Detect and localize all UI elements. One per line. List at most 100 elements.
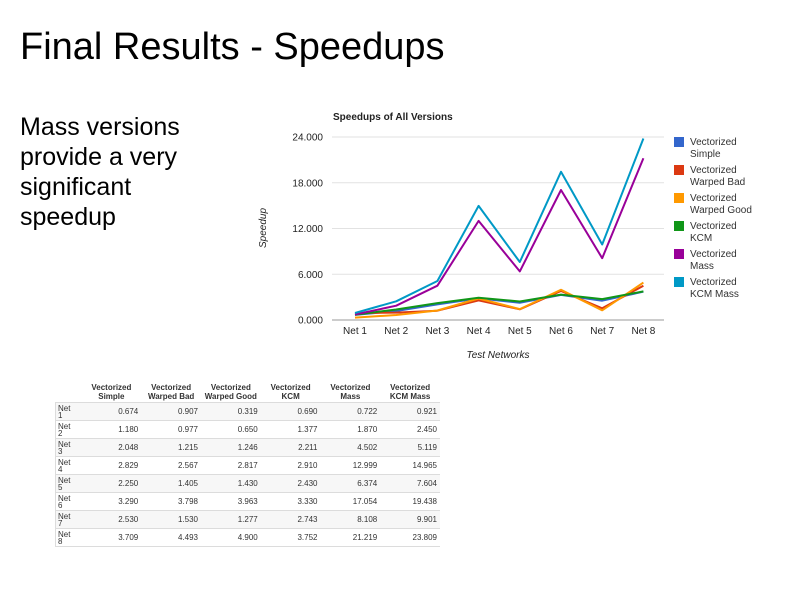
table-row: Net 4 2.829 2.567 2.817 2.910 12.999 14.965 <box>55 456 440 475</box>
table-cell: 2.530 <box>81 510 142 529</box>
table-cell: 1.870 <box>320 420 381 439</box>
table-column-header: Vectorized Mass <box>330 383 371 401</box>
series-line-6 <box>354 138 645 314</box>
table-cell: 2.817 <box>201 456 261 475</box>
series-line-3 <box>354 281 644 319</box>
table-cell: 1.277 <box>201 510 261 529</box>
table-cell: 2.250 <box>81 474 142 493</box>
legend-label-3: Vectorized Warped Good <box>690 193 752 216</box>
y-tick-label: 12.000 <box>292 224 323 235</box>
table-cell: 1.180 <box>81 420 142 439</box>
x-tick-label: Net 6 <box>549 326 573 337</box>
table-row-header: Net 2 <box>55 420 82 439</box>
table-row-header: Net 5 <box>55 474 82 493</box>
table-cell: 0.674 <box>81 402 142 421</box>
table-row-header: Net 7 <box>55 510 82 529</box>
table-cell: 0.722 <box>320 402 381 421</box>
table-cell: 2.450 <box>380 420 440 439</box>
legend-swatch-1 <box>674 137 684 147</box>
table-cell: 2.211 <box>260 438 321 457</box>
table-header-row: Vectorized Simple Vectorized Warped Bad Ve… <box>56 383 441 403</box>
legend-label-2: Vectorized Warped Bad <box>690 165 745 188</box>
legend-label-4: Vectorized KCM <box>690 221 737 244</box>
table-column-header: Vectorized Warped Bad <box>147 383 195 401</box>
x-tick-label: Net 4 <box>467 326 491 337</box>
table-column-header: Vectorized KCM <box>270 383 311 401</box>
table-row-header: Net 1 <box>55 402 82 421</box>
table-row: Net 3 2.048 1.215 1.246 2.211 4.502 5.119 <box>55 438 440 457</box>
legend-swatch-3 <box>674 193 684 203</box>
table-cell: 3.709 <box>81 528 142 547</box>
table-corner-cell <box>56 383 82 403</box>
table-cell: 0.907 <box>141 402 201 421</box>
table-cell: 3.798 <box>141 492 201 511</box>
x-tick-label: Net 7 <box>590 326 614 337</box>
table-cell: 4.493 <box>141 528 201 547</box>
legend-swatch-6 <box>674 277 684 287</box>
table-cell: 0.690 <box>260 402 321 421</box>
table-row: Net 7 2.530 1.530 1.277 2.743 8.108 9.901 <box>55 510 440 529</box>
x-tick-label: Net 8 <box>631 326 655 337</box>
x-tick-label: Net 1 <box>343 326 367 337</box>
y-tick-label: 0.000 <box>298 316 323 327</box>
table-cell: 3.963 <box>201 492 261 511</box>
table-row-header: Net 3 <box>55 438 82 457</box>
series-line-2 <box>354 284 644 315</box>
y-tick-label: 18.000 <box>292 178 323 189</box>
chart-title: Speedups of All Versions <box>333 112 453 123</box>
y-axis-title: Speedup <box>258 208 269 248</box>
table-cell: 7.604 <box>380 474 440 493</box>
table-cell: 14.965 <box>380 456 440 475</box>
legend-label-6: Vectorized KCM Mass <box>690 277 739 300</box>
table-row-header: Net 4 <box>55 456 82 475</box>
table-cell: 2.048 <box>81 438 142 457</box>
table-cell: 1.430 <box>201 474 261 493</box>
table-cell: 3.330 <box>260 492 321 511</box>
table-cell: 9.901 <box>380 510 440 529</box>
table-row: Net 2 1.180 0.977 0.650 1.377 1.870 2.450 <box>55 420 440 439</box>
table-cell: 1.246 <box>201 438 261 457</box>
series-line-4 <box>354 290 644 316</box>
legend-swatch-5 <box>674 249 684 259</box>
slide-body-text: Mass versions provide a very significant… <box>20 113 180 231</box>
y-tick-label: 6.000 <box>298 270 323 281</box>
legend-label-5: Vectorized Mass <box>690 249 737 272</box>
table-cell: 17.054 <box>320 492 381 511</box>
table-row: Net 1 0.674 0.907 0.319 0.690 0.722 0.921 <box>55 402 440 421</box>
table-row-header: Net 8 <box>55 528 82 547</box>
table-cell: 1.405 <box>141 474 201 493</box>
y-tick-label: 24.000 <box>292 133 323 144</box>
table-cell: 0.977 <box>141 420 201 439</box>
table-row: Net 5 2.250 1.405 1.430 2.430 6.374 7.604 <box>55 474 440 493</box>
table-cell: 5.119 <box>380 438 440 457</box>
table-cell: 21.219 <box>320 528 381 547</box>
table-cell: 0.921 <box>380 402 440 421</box>
table-column-header: Vectorized Warped Good <box>204 383 257 401</box>
x-tick-label: Net 5 <box>508 326 532 337</box>
table-row: Net 6 3.290 3.798 3.963 3.330 17.054 19.438 <box>55 492 440 511</box>
table-column-header: Vectorized KCM Mass <box>389 383 431 401</box>
legend-swatch-2 <box>674 165 684 175</box>
legend-swatch-4 <box>674 221 684 231</box>
table-cell: 19.438 <box>380 492 440 511</box>
table-cell: 23.809 <box>380 528 440 547</box>
speedup-table: Vectorized Simple Vectorized Warped Bad Ve… <box>55 383 440 547</box>
table-cell: 4.502 <box>320 438 381 457</box>
table-column-header: Vectorized Simple <box>91 383 132 401</box>
table-cell: 2.829 <box>81 456 142 475</box>
table-cell: 2.567 <box>141 456 201 475</box>
table-cell: 8.108 <box>320 510 381 529</box>
series-line-5 <box>354 157 645 316</box>
table-body: Net 1 0.674 0.907 0.319 0.690 0.722 0.921 Net 2… <box>55 402 440 547</box>
table-cell: 12.999 <box>320 456 381 475</box>
table-cell: 2.430 <box>260 474 321 493</box>
legend-label-1: Vectorized Simple <box>690 137 737 160</box>
x-axis-title: Test Networks <box>467 350 530 361</box>
table-cell: 2.743 <box>260 510 321 529</box>
table-cell: 0.650 <box>201 420 261 439</box>
x-tick-label: Net 3 <box>425 326 449 337</box>
table-cell: 1.215 <box>141 438 201 457</box>
table-cell: 1.530 <box>141 510 201 529</box>
speedup-chart: Speedups of All Versions 0.000 6.000 12.000… <box>258 112 752 361</box>
table-cell: 4.900 <box>201 528 261 547</box>
